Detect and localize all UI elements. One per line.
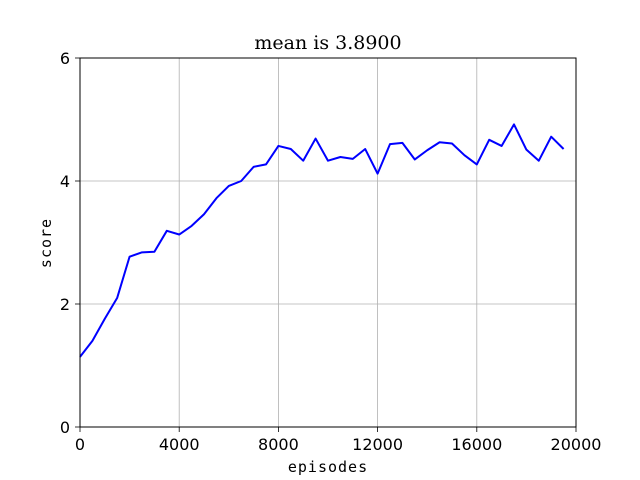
x-tick-label: 16000 [451, 435, 502, 454]
x-axis-ticks: 0 4000 8000 12000 16000 20000 [75, 427, 602, 454]
y-tick-label: 6 [60, 49, 70, 68]
y-axis-label: score [37, 218, 55, 268]
series-layer [79, 123, 565, 358]
y-axis-ticks: 0 2 4 6 [60, 49, 80, 437]
series-line [79, 123, 565, 358]
x-tick-label: 8000 [258, 435, 299, 454]
chart-title: mean is 3.8900 [254, 32, 401, 54]
y-tick-label: 2 [60, 295, 70, 314]
axes-frame [79, 57, 577, 428]
x-tick-label: 4000 [159, 435, 200, 454]
x-axis-label: episodes [288, 458, 368, 476]
x-tick-label: 20000 [551, 435, 602, 454]
y-tick-label: 0 [60, 418, 70, 437]
y-tick-label: 4 [60, 172, 70, 191]
grid-lines [79, 57, 577, 428]
x-tick-label: 12000 [352, 435, 403, 454]
x-tick-label: 0 [75, 435, 85, 454]
